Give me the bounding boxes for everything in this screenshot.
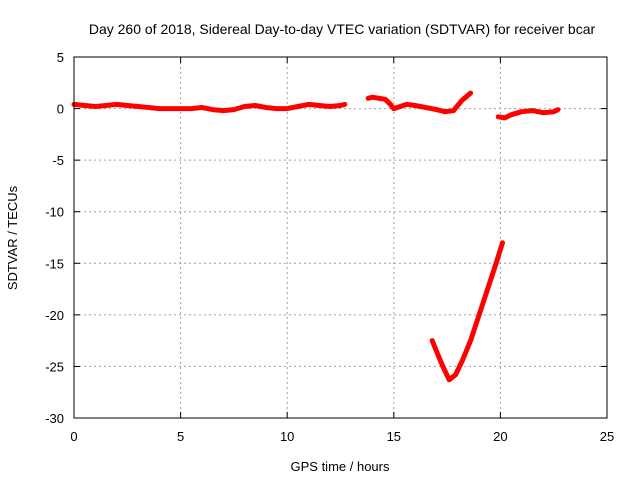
y-axis-label: SDTVAR / TECUs <box>5 185 20 290</box>
x-axis-label: GPS time / hours <box>291 459 390 474</box>
x-tick-label: 20 <box>493 429 507 444</box>
y-tick-label: 5 <box>57 50 64 65</box>
series-line <box>495 107 561 121</box>
series-line <box>71 101 348 114</box>
series-line <box>365 90 474 115</box>
y-tick-label: -15 <box>45 256 64 271</box>
x-tick-label: 25 <box>600 429 614 444</box>
y-tick-label: -20 <box>45 308 64 323</box>
series-layer <box>71 90 561 383</box>
y-axis-ticks: 5 0 -5 -10 -15 -20 -25 -30 <box>45 50 607 426</box>
y-tick-label: -5 <box>52 153 64 168</box>
plot-border <box>73 56 608 419</box>
y-tick-label: -25 <box>45 359 64 374</box>
y-tick-label: -10 <box>45 205 64 220</box>
plot-frame <box>73 56 608 419</box>
x-tick-label: 15 <box>387 429 401 444</box>
y-tick-label: 0 <box>57 102 64 117</box>
x-tick-label: 5 <box>177 429 184 444</box>
x-axis-ticks: 0 5 10 15 20 25 <box>70 57 614 444</box>
chart-title: Day 260 of 2018, Sidereal Day-to-day VTE… <box>89 21 596 37</box>
x-tick-label: 0 <box>70 429 77 444</box>
y-tick-label: -30 <box>45 411 64 426</box>
series-line <box>429 240 505 383</box>
x-tick-label: 10 <box>280 429 294 444</box>
